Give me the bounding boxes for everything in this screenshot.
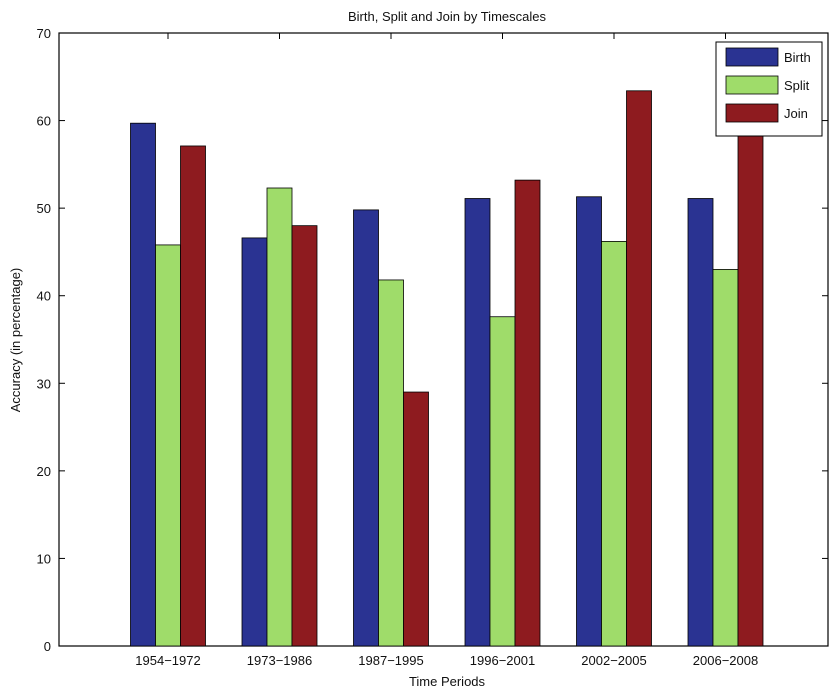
bar-join (291, 225, 318, 647)
legend-label-birth: Birth (784, 50, 811, 65)
legend-label-split: Split (784, 78, 810, 93)
bar-birth (241, 237, 268, 647)
legend-swatch-birth (725, 47, 779, 67)
y-axis-label: Accuracy (in percentage) (8, 268, 23, 413)
x-tick-label: 2002−2005 (581, 653, 646, 668)
x-axis-ticks: 1954−1972 1973−1986 1987−1995 1996−2001 2002… (135, 33, 758, 668)
x-tick-label: 1996−2001 (470, 653, 535, 668)
bar-split (378, 279, 404, 647)
y-tick-label: 60 (37, 114, 51, 129)
y-tick-label: 20 (37, 464, 51, 479)
y-tick-label: 0 (44, 639, 51, 654)
bar-split (155, 244, 181, 647)
bar-birth (353, 209, 379, 647)
x-tick-label: 1973−1986 (247, 653, 312, 668)
chart-title: Birth, Split and Join by Timescales (348, 9, 546, 24)
bar-split (489, 316, 516, 647)
legend-swatch-join (725, 103, 779, 123)
legend-swatch-split (725, 75, 779, 95)
x-axis-label: Time Periods (409, 674, 486, 689)
x-tick-label: 1954−1972 (135, 653, 200, 668)
x-tick-label: 2006−2008 (693, 653, 758, 668)
bar-split (601, 241, 627, 647)
bar-join (514, 179, 541, 647)
bar-birth (464, 198, 491, 647)
y-tick-label: 50 (37, 201, 51, 216)
bar-join (403, 391, 429, 647)
y-tick-label: 70 (37, 26, 51, 41)
bar-birth (687, 198, 714, 647)
bar-split (266, 187, 293, 647)
x-tick-label: 1987−1995 (358, 653, 423, 668)
bar-join (737, 120, 764, 647)
bar-birth (130, 122, 156, 647)
bars (130, 90, 764, 647)
legend: Birth Split Join (715, 41, 823, 137)
bar-join (180, 145, 206, 647)
bar-join (626, 90, 652, 647)
y-tick-label: 10 (37, 551, 51, 566)
y-axis-ticks: 0 10 20 30 40 50 60 70 (37, 26, 828, 654)
y-tick-label: 30 (37, 376, 51, 391)
bar-split (712, 269, 739, 647)
bar-birth (576, 196, 602, 647)
y-tick-label: 40 (37, 289, 51, 304)
legend-label-join: Join (784, 106, 808, 121)
